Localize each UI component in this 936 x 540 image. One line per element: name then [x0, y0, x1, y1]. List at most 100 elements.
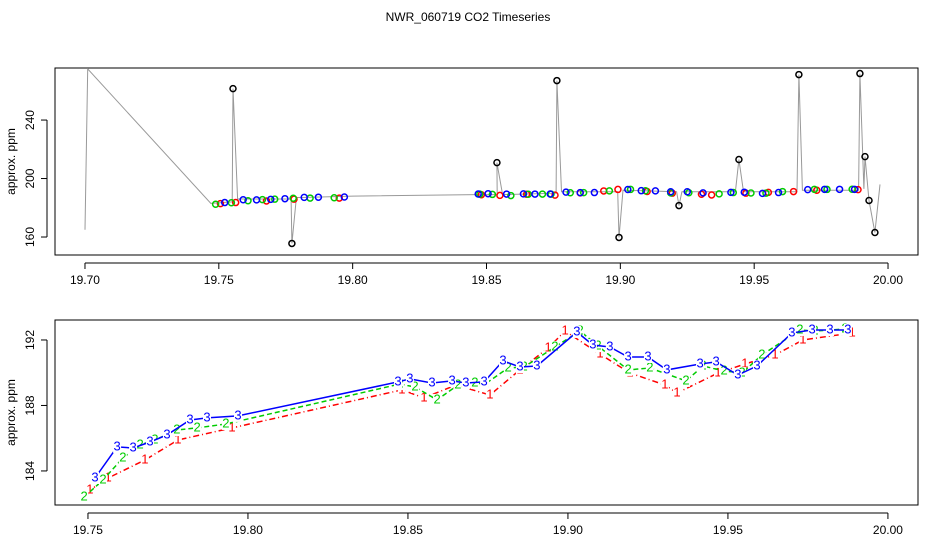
label-bg — [848, 326, 857, 339]
data-point — [637, 186, 645, 195]
label-bg — [712, 355, 721, 368]
data-point — [553, 76, 561, 85]
x-tick-label: 19.80 — [233, 523, 263, 537]
point-label: 3 — [462, 374, 469, 389]
point-label: 3 — [734, 366, 741, 381]
point-label: 3 — [203, 409, 210, 424]
data-point — [281, 194, 289, 203]
point-label: 3 — [808, 321, 815, 336]
data-point — [330, 193, 338, 202]
y-tick-label: 184 — [23, 461, 37, 481]
point-label: 3 — [480, 373, 487, 388]
label-bg — [645, 361, 654, 374]
label-bg — [757, 349, 766, 362]
label-bg — [453, 378, 462, 391]
x-tick-label: 19.75 — [73, 523, 103, 537]
point-label: 1 — [714, 364, 721, 379]
point-label: 1 — [105, 469, 112, 484]
data-point — [496, 191, 504, 200]
data-point — [697, 190, 706, 199]
point-label: 1 — [741, 355, 748, 370]
label-bg — [162, 428, 171, 441]
label-bg — [193, 421, 202, 434]
data-point — [271, 195, 279, 203]
data-point — [507, 191, 515, 200]
x-tick-label: 19.80 — [338, 273, 368, 287]
data-point — [211, 200, 220, 209]
data-point — [861, 152, 869, 161]
label-bg — [394, 375, 403, 388]
x-tick-label: 19.95 — [713, 523, 743, 537]
y-tick-label: 192 — [23, 330, 37, 350]
point-label: 3 — [624, 348, 631, 363]
data-point — [229, 84, 237, 93]
label-bg — [515, 360, 524, 373]
label-bg — [624, 351, 633, 363]
x-tick-label: 19.85 — [393, 523, 423, 537]
label-bg — [660, 378, 669, 391]
data-point — [758, 189, 767, 198]
data-point — [615, 233, 623, 242]
data-point — [590, 188, 599, 197]
y-tick-label: 240 — [23, 110, 37, 130]
point-label: 2 — [758, 346, 765, 361]
label-bg — [798, 333, 807, 346]
point-label: 3 — [163, 426, 170, 441]
label-bg — [461, 377, 470, 390]
point-label: 1 — [848, 324, 855, 339]
label-bg — [104, 471, 113, 484]
point-label: 3 — [644, 348, 651, 363]
point-label: 3 — [663, 361, 670, 376]
point-label: 2 — [99, 471, 106, 486]
data-point — [803, 185, 812, 194]
label-bg — [427, 377, 436, 390]
data-point — [502, 190, 511, 198]
data-point — [848, 185, 856, 194]
label-bg — [770, 349, 779, 362]
data-point — [493, 158, 501, 167]
label-bg — [410, 380, 419, 393]
label-bg — [588, 339, 597, 352]
data-point — [727, 188, 735, 197]
point-label: 1 — [561, 322, 568, 337]
label-bg — [826, 323, 835, 336]
series-line — [83, 328, 846, 498]
label-bg — [90, 471, 99, 484]
point-label: 1 — [486, 386, 493, 401]
data-point — [538, 190, 547, 198]
label-bg — [448, 374, 457, 387]
y-tick-label: 200 — [23, 168, 37, 188]
point-label: 3 — [394, 373, 401, 388]
data-point — [626, 185, 635, 194]
label-bg — [753, 360, 762, 373]
point-label: 2 — [222, 415, 229, 430]
y-axis-label: approx. ppm — [4, 379, 18, 446]
point-label: 1 — [228, 419, 235, 434]
data-point — [300, 193, 308, 202]
label-bg — [561, 324, 570, 337]
label-bg — [787, 326, 796, 339]
data-point — [252, 196, 261, 204]
plot-area: 1111111111111111111112222222222222222222… — [80, 320, 857, 503]
data-point — [795, 70, 803, 79]
point-label: 3 — [113, 438, 120, 453]
label-bg — [843, 323, 852, 336]
data-point — [675, 201, 683, 210]
data-point — [288, 239, 296, 248]
point-label: 2 — [136, 436, 143, 451]
point-label: 3 — [696, 355, 703, 370]
point-label: 3 — [589, 336, 596, 351]
point-label: 3 — [516, 358, 523, 373]
data-point — [651, 187, 660, 195]
data-point — [707, 191, 716, 199]
data-point — [740, 188, 749, 196]
data-point — [231, 198, 240, 207]
data-point — [871, 228, 879, 237]
data-point — [220, 198, 229, 207]
label-bg — [146, 435, 155, 448]
point-label: 3 — [234, 407, 241, 422]
label-bg — [433, 393, 442, 406]
data-point — [546, 190, 554, 198]
data-point — [762, 189, 770, 197]
label-bg — [595, 348, 604, 361]
